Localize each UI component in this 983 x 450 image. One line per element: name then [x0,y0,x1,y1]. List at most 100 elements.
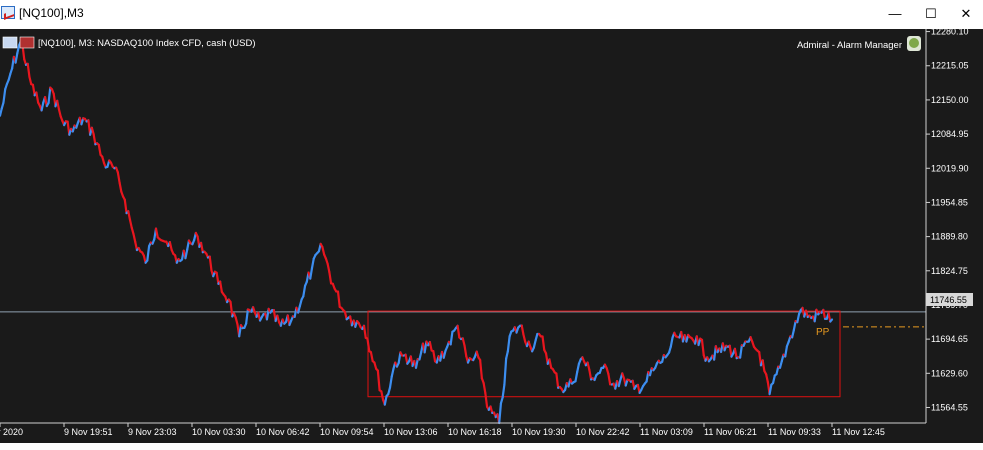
price-candle [617,378,622,388]
x-tick-label: 10 Nov 03:30 [192,427,246,437]
price-candle [128,218,133,229]
price-candle [489,405,494,415]
price-candle [238,324,243,338]
price-candle [154,227,159,239]
price-candle [461,337,466,347]
price-candle [168,241,173,251]
price-candle [388,375,393,389]
price-candle [229,300,234,318]
price-candle [97,143,102,156]
y-tick-label: 12084.95 [931,129,969,139]
price-candle [0,107,3,117]
price-candle [792,320,797,332]
price-candle [506,335,511,353]
price-candle [326,262,331,274]
price-candle [791,328,795,339]
price-candle [761,359,766,373]
price-chart[interactable]: [NQ100], M3: NASDAQ100 Index CFD, cash (… [0,27,983,443]
x-tick-label: 9 Nov 2020 [0,427,23,437]
price-candle [132,232,137,243]
chart-window-icon [1,6,15,19]
price-candle [397,351,402,365]
price-candle [215,271,220,285]
alarm-manager-icon[interactable] [907,36,921,51]
symbol-flag-icon[interactable] [19,36,35,49]
price-candle [35,91,40,104]
price-candle [739,344,743,359]
price-candle [28,75,33,86]
current-price-label: 11746.55 [930,295,967,305]
price-candle [484,392,489,408]
y-tick-label: 12215.05 [931,61,969,71]
price-candle [184,248,189,260]
price-candle [383,394,388,406]
close-button[interactable]: ✕ [960,6,972,21]
price-candle [14,52,19,64]
price-candle [336,290,341,308]
minimize-button[interactable]: — [888,6,902,21]
price-candle [127,210,132,221]
y-tick-label: 11824.75 [931,266,968,276]
price-candle [479,358,483,380]
price-candle [297,304,301,314]
price-candle [362,324,367,339]
price-candle [57,108,62,118]
price-candle [146,245,151,262]
y-tick-label: 12150.00 [931,95,969,105]
price-candle [134,240,139,252]
price-candle [321,245,326,256]
price-candle [418,351,423,361]
price-candle [414,358,419,369]
x-tick-label: 11 Nov 09:33 [768,427,821,437]
price-candle [366,337,371,353]
price-candle [784,345,789,358]
price-candle [449,330,454,346]
price-candle [576,362,581,374]
price-candle [328,270,333,285]
y-tick-label: 11564.55 [931,402,968,412]
window-titlebar: [NQ100],M3 — ☐ ✕ [0,0,983,29]
price-candle [501,383,506,399]
price-candle [586,361,591,371]
price-candle [2,88,7,104]
price-candle [219,280,223,294]
chart-area[interactable]: [NQ100], M3: NASDAQ100 Index CFD, cash (… [0,27,983,443]
price-candle [118,181,123,193]
price-candle [728,344,733,358]
chart-info-label: [NQ100], M3: NASDAQ100 Index CFD, cash (… [38,38,256,49]
price-candle [463,344,468,358]
price-candle [208,255,213,272]
maximize-button[interactable]: ☐ [925,6,937,21]
price-candle [829,318,834,323]
y-tick-label: 11629.60 [931,368,968,378]
price-candle [796,312,801,324]
price-candle [390,367,395,378]
price-candle [442,349,447,359]
x-tick-label: 10 Nov 22:42 [576,427,630,437]
price-candle [700,338,705,357]
price-candle [555,372,560,389]
price-candle [541,335,546,352]
price-candle [765,373,769,384]
price-candle [404,353,409,365]
price-candle [369,351,374,363]
current-price-box [926,293,973,306]
price-candle [827,311,832,323]
x-tick-label: 9 Nov 23:03 [128,427,177,437]
price-candle [771,374,776,385]
chart-type-icon[interactable] [2,36,18,49]
price-candle [56,99,61,111]
price-candle [482,381,487,395]
price-candle [310,257,315,270]
price-candle [432,350,437,363]
price-candle [503,357,508,386]
price-candle [40,101,45,112]
x-tick-label: 11 Nov 12:45 [832,427,885,437]
range-rectangle [367,310,841,398]
price-candle [733,347,738,360]
y-tick-label: 11889.80 [931,232,968,242]
price-candle [16,44,21,55]
pp-label: PP [816,327,830,338]
price-candle [47,86,52,105]
x-tick-label: 10 Nov 16:18 [448,427,502,437]
